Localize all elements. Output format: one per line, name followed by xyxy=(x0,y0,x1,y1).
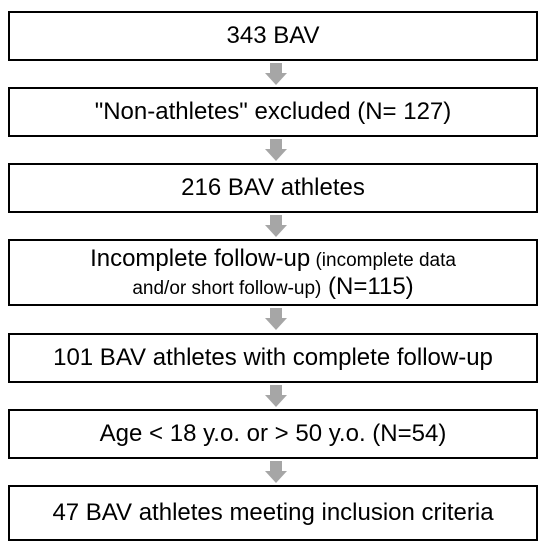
step-non-athletes-excluded-label: "Non-athletes" excluded (N= 127) xyxy=(94,98,452,126)
step-inclusion-criteria-label: 47 BAV athletes meeting inclusion criter… xyxy=(52,499,494,527)
step-complete-follow-up: 101 BAV athletes with complete follow-up xyxy=(8,333,538,383)
incomplete-follow-up-count: (N=115) xyxy=(321,272,414,300)
step-inclusion-criteria: 47 BAV athletes meeting inclusion criter… xyxy=(8,485,538,541)
step-incomplete-follow-up-line-1: Incomplete follow-up (incomplete data xyxy=(90,245,456,273)
step-bav-athletes: 216 BAV athletes xyxy=(8,163,538,213)
down-arrow-icon xyxy=(265,63,287,85)
incomplete-follow-up-main: Incomplete follow-up xyxy=(90,244,311,272)
step-total-bav-label: 343 BAV xyxy=(226,22,320,50)
incomplete-follow-up-detail-1: (incomplete data xyxy=(310,249,456,271)
down-arrow-icon xyxy=(265,308,287,330)
down-arrow-icon xyxy=(265,385,287,407)
down-arrow-icon xyxy=(265,461,287,483)
down-arrow-icon xyxy=(265,215,287,237)
step-complete-follow-up-label: 101 BAV athletes with complete follow-up xyxy=(53,344,493,372)
step-non-athletes-excluded: "Non-athletes" excluded (N= 127) xyxy=(8,87,538,137)
step-bav-athletes-label: 216 BAV athletes xyxy=(181,174,365,202)
step-age-excluded: Age < 18 y.o. or > 50 y.o. (N=54) xyxy=(8,409,538,459)
down-arrow-icon xyxy=(265,139,287,161)
incomplete-follow-up-detail-2: and/or short follow-up) xyxy=(132,277,322,299)
step-total-bav: 343 BAV xyxy=(8,11,538,61)
step-incomplete-follow-up: Incomplete follow-up (incomplete data an… xyxy=(8,239,538,306)
step-incomplete-follow-up-line-2: and/or short follow-up) (N=115) xyxy=(132,273,413,301)
step-age-excluded-label: Age < 18 y.o. or > 50 y.o. (N=54) xyxy=(99,420,447,448)
